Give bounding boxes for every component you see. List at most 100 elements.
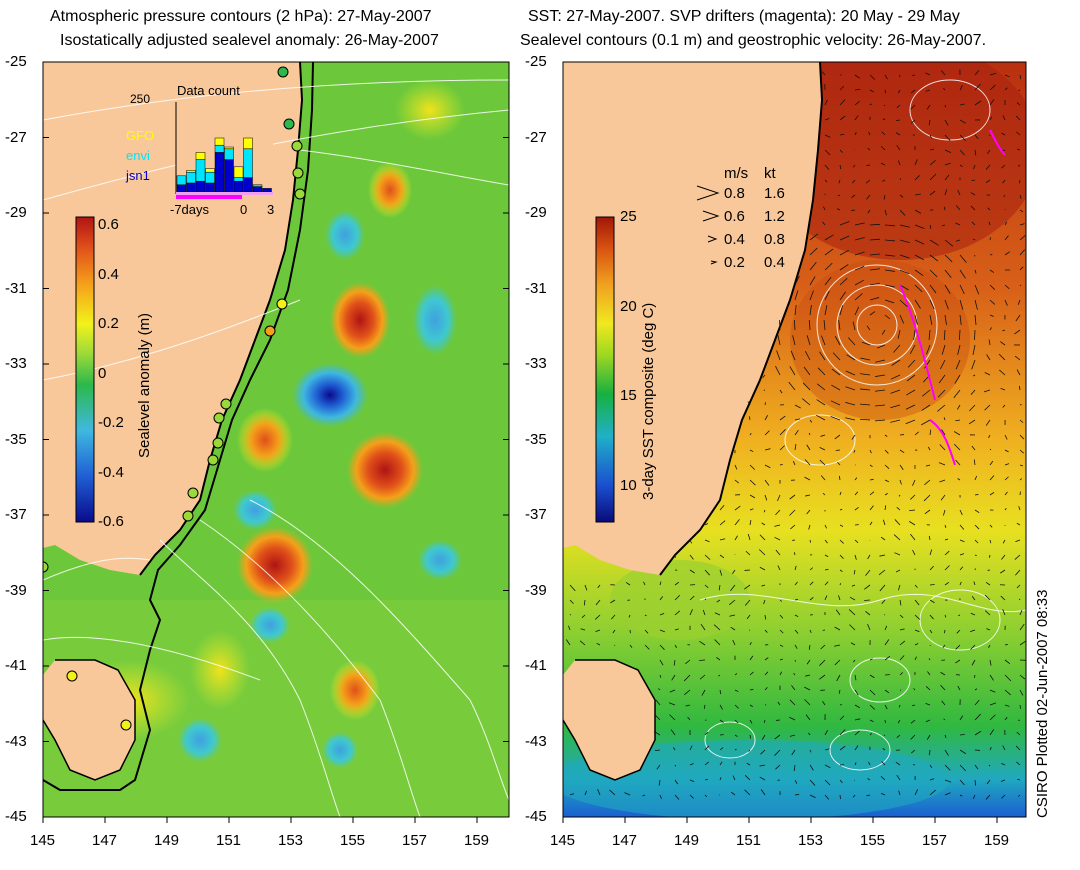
- anomaly-low-1: [292, 363, 368, 427]
- lat-tick-left: -29: [5, 204, 27, 221]
- velocity-legend-kt: 1.2: [764, 208, 785, 225]
- velocity-legend-kt: 0.4: [764, 254, 785, 271]
- inset-legend-gfo: GFO: [126, 128, 155, 143]
- velocity-legend-arrows: [696, 185, 720, 265]
- lon-tick-left: 145: [30, 832, 56, 849]
- lon-tick-right: 153: [798, 832, 824, 849]
- inset-bar-envi: [195, 159, 206, 182]
- velocity-legend-header-kt: kt: [764, 165, 776, 182]
- inset-legend-jsn1: jsn1: [126, 168, 150, 183]
- inset-bar-envi: [186, 171, 196, 184]
- right-title-line2: Sealevel contours (0.1 m) and geostrophi…: [520, 32, 987, 49]
- inset-bar-jsn1: [233, 180, 244, 193]
- lon-tick-left: 159: [464, 832, 490, 849]
- inset-bar-envi: [214, 144, 225, 153]
- inset-bar-jsn1: [243, 177, 253, 193]
- inset-bar-jsn1: [205, 182, 215, 193]
- lat-tick-right: -41: [525, 657, 547, 674]
- velocity-legend-ms: 0.2: [724, 254, 745, 271]
- anomaly-high-1: [330, 282, 390, 358]
- geostrophic-velocity-arrows: [565, 69, 1026, 800]
- lat-tick-right: -35: [525, 430, 547, 448]
- lat-tick-left: -25: [5, 53, 27, 70]
- left-colorbar-label: Sealevel anomaly (m): [136, 312, 153, 458]
- anomaly-colorbar-tick: 0.6: [98, 216, 119, 233]
- lat-tick-left: -41: [5, 657, 27, 674]
- inset-bar-jsn1: [186, 182, 196, 193]
- inset-title: Data count: [177, 83, 240, 98]
- anomaly-colorbar-tick: -0.4: [98, 463, 124, 481]
- lon-tick-right: 157: [922, 832, 948, 849]
- lon-tick-left: 157: [402, 832, 428, 849]
- left-title-line1: Atmospheric pressure contours (2 hPa): 2…: [50, 8, 432, 25]
- inset-legend-envi: envi: [126, 148, 150, 163]
- inset-bar-envi: [176, 175, 187, 186]
- svp-drifters: [899, 129, 1006, 466]
- shelf-contour: [43, 62, 314, 791]
- velocity-legend-ms: 0.6: [724, 208, 745, 225]
- lon-tick-left: 149: [154, 832, 180, 849]
- lat-tick-left: -37: [5, 506, 27, 523]
- velocity-legend-ms: 0.4: [724, 231, 745, 248]
- tasmania: [43, 660, 135, 780]
- velocity-legend-kt: 0.8: [764, 231, 785, 248]
- sealevel-contours: [699, 79, 1026, 771]
- right-colorbar-label: 3-day SST composite (deg C): [640, 302, 657, 500]
- inset-bar-jsn1: [176, 184, 187, 193]
- inset-ymax: 250: [130, 92, 151, 106]
- sst-colorbar-tick: 15: [620, 387, 637, 405]
- lon-tick-left: 147: [92, 832, 118, 849]
- inset-bar-jsn1: [252, 186, 263, 193]
- australia-mainland-right: [563, 62, 822, 575]
- inset-bar-gfo: [214, 137, 225, 146]
- lat-tick-right: -43: [525, 732, 547, 750]
- inset-bar-gfo: [243, 137, 253, 150]
- lat-tick-right: -25: [525, 53, 547, 70]
- inset-bar-envi: [224, 148, 234, 160]
- left-title-line2: Isostatically adjusted sealevel anomaly:…: [60, 32, 439, 49]
- velocity-legend-header-ms: m/s: [724, 165, 749, 182]
- lat-tick-left: -45: [5, 808, 27, 825]
- inset-bar-gfo: [195, 152, 206, 160]
- inset-bar-gfo: [224, 146, 234, 150]
- inset-xlabel-start: -7days: [170, 202, 210, 217]
- lon-tick-right: 151: [736, 832, 762, 849]
- inset-bar-envi: [252, 184, 263, 187]
- lon-tick-left: 151: [216, 832, 242, 849]
- inset-xlabel-zero: 0: [240, 202, 248, 217]
- lat-tick-left: -39: [5, 581, 27, 599]
- data-count-inset: [175, 102, 273, 199]
- lat-tick-right: -31: [525, 279, 547, 297]
- lon-tick-right: 159: [984, 832, 1010, 849]
- lon-tick-right: 155: [860, 832, 886, 849]
- lon-tick-left: 155: [340, 832, 366, 849]
- anomaly-colorbar: [75, 216, 95, 523]
- lon-tick-right: 149: [674, 832, 700, 849]
- inset-bar-jsn1: [224, 159, 234, 193]
- inset-xlabel-end: 3: [267, 202, 275, 217]
- lon-tick-left: 153: [278, 832, 304, 849]
- anomaly-colorbar-tick: 0.2: [98, 315, 119, 332]
- credit-text: CSIRO Plotted 02-Jun-2007 08:33: [1034, 589, 1051, 818]
- lat-tick-left: -33: [5, 355, 27, 372]
- anomaly-colorbar-tick: 0: [98, 364, 107, 382]
- lon-tick-right: 147: [612, 832, 638, 849]
- lat-tick-right: -37: [525, 506, 547, 523]
- lat-tick-right: -45: [525, 808, 547, 825]
- sst-colorbar: [595, 216, 615, 523]
- inset-bar-envi: [205, 171, 215, 184]
- inset-bar-envi: [243, 148, 253, 178]
- velocity-legend-kt: 1.6: [764, 185, 785, 202]
- lon-tick-right: 145: [550, 832, 576, 849]
- lat-tick-right: -27: [525, 128, 547, 146]
- sst-colorbar-tick: 25: [620, 208, 637, 225]
- lat-tick-left: -31: [5, 279, 27, 297]
- inset-bar-jsn1: [214, 152, 225, 193]
- inset-bar-envi: [233, 177, 244, 182]
- inset-bar-jsn1: [195, 180, 206, 193]
- lat-tick-right: -29: [525, 204, 547, 221]
- velocity-legend-ms: 0.8: [724, 185, 745, 202]
- lat-tick-left: -43: [5, 732, 27, 750]
- tide-gauge-stations: [43, 66, 306, 731]
